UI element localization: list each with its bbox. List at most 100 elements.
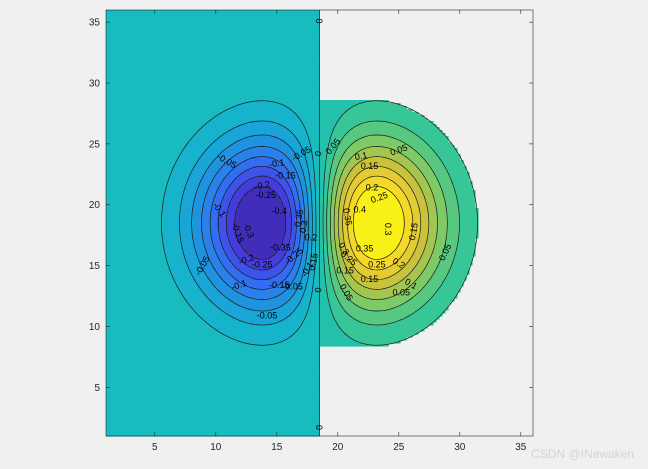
contour-band-cell (310, 142, 320, 146)
contour-band-cell (415, 310, 446, 314)
contour-band-cell (295, 292, 305, 296)
contour-band-cell (325, 280, 332, 284)
contour-band-cell (319, 178, 326, 182)
contour-band-cell (181, 208, 194, 212)
contour-band-cell (280, 184, 290, 188)
contour-band-cell (199, 313, 230, 317)
contour-band-cell (313, 163, 320, 167)
contour-band-cell (415, 295, 434, 299)
contour-band-cell (334, 244, 341, 248)
contour-band-cell (346, 223, 353, 227)
contour-band-cell (334, 199, 341, 203)
contour-band-cell (349, 226, 353, 230)
contour-band-cell (193, 307, 221, 311)
contour-band-cell (106, 103, 242, 107)
contour-band-cell (307, 259, 311, 263)
contour-band-cell (106, 115, 215, 119)
contour-band-cell (313, 232, 317, 236)
contour-band-cell (106, 88, 320, 92)
contour-band-cell (346, 262, 353, 266)
contour-label: 0.25 (368, 259, 386, 269)
contour-band-cell (307, 277, 314, 281)
contour-band-cell (106, 289, 182, 293)
contour-band-cell (307, 133, 320, 137)
contour-label: -0.15 (269, 280, 290, 290)
contour-band-cell (331, 169, 338, 173)
contour-band-cell (211, 211, 221, 215)
contour-band-cell (352, 196, 359, 200)
contour-band-cell (319, 229, 323, 233)
contour-band-cell (442, 193, 458, 197)
contour-band-cell (334, 157, 341, 161)
contour-band-cell (337, 166, 344, 170)
contour-band-cell (217, 217, 227, 221)
contour-band-cell (340, 265, 347, 269)
contour-band-cell (304, 124, 320, 128)
contour-band-cell (364, 121, 392, 125)
contour-band-cell (337, 277, 344, 281)
contour-band-cell (199, 157, 218, 161)
contour-band-cell (244, 262, 278, 266)
contour-band-cell (298, 160, 308, 164)
contour-band-cell (319, 196, 323, 200)
contour-band-cell (298, 265, 305, 269)
contour-band-cell (409, 244, 419, 248)
contour-band-cell (427, 199, 437, 203)
contour-band-cell (349, 298, 374, 302)
contour-band-cell (193, 202, 206, 206)
contour-band-cell (412, 226, 422, 230)
contour-band-cell (337, 121, 365, 125)
contour-band-cell (283, 124, 305, 128)
contour-band-cell (421, 190, 434, 194)
contour-band-cell (226, 193, 236, 197)
contour-band-cell (361, 250, 395, 254)
contour-band-cell (439, 223, 449, 227)
contour-band-cell (328, 256, 335, 260)
contour-band-cell (316, 238, 320, 242)
contour-band-cell (292, 133, 308, 137)
contour-band-cell (250, 178, 275, 182)
contour-band-cell (319, 337, 353, 341)
contour-band-cell (106, 274, 173, 278)
contour-band-cell (379, 298, 410, 302)
contour-band-cell (286, 277, 296, 281)
contour-band-cell (391, 121, 434, 125)
contour-band-cell (394, 262, 407, 266)
contour-band-cell (187, 184, 200, 188)
contour-band-cell (106, 268, 170, 272)
contour-band-cell (217, 187, 230, 191)
contour-band-cell (307, 130, 320, 134)
contour-band-cell (304, 172, 311, 176)
contour-band-cell (385, 166, 404, 170)
contour-band-cell (325, 184, 329, 188)
contour-band-cell (349, 217, 353, 221)
contour-band-cell (232, 274, 248, 278)
contour-band-cell (337, 196, 341, 200)
contour-band-cell (106, 301, 188, 305)
contour-band-cell (319, 100, 368, 104)
contour-band-cell (193, 226, 203, 230)
contour-band-cell (106, 130, 200, 134)
contour-band-cell (313, 214, 317, 218)
contour-band-cell (397, 184, 410, 188)
contour-band-cell (400, 268, 413, 272)
contour-band-cell (223, 196, 233, 200)
contour-band-cell (430, 187, 443, 191)
contour-band-cell (214, 268, 227, 272)
contour-band-cell (283, 202, 290, 206)
contour-band-cell (319, 202, 323, 206)
contour-band-cell (328, 148, 338, 152)
contour-band-cell (307, 286, 314, 290)
contour-band-cell (394, 169, 410, 173)
contour-band-cell (205, 193, 218, 197)
contour-band-cell (199, 187, 209, 191)
contour-band-cell (238, 175, 260, 179)
contour-band-cell (193, 214, 203, 218)
contour-band-cell (298, 250, 305, 254)
contour-label: -0.4 (271, 206, 287, 216)
contour-band-cell (106, 256, 167, 260)
contour-band-cell (106, 433, 320, 437)
contour-band-cell (337, 280, 347, 284)
contour-band-cell (346, 148, 362, 152)
contour-band-cell (106, 397, 320, 401)
